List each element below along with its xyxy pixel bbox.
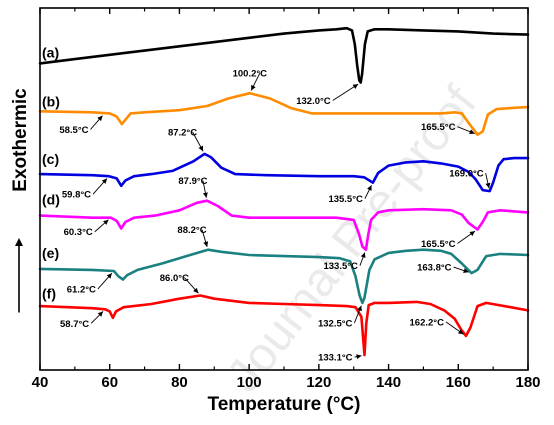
peak-arrow-head [352, 84, 359, 89]
peak-label: 86.0°C [160, 273, 189, 284]
peak-label: 133.5°C [323, 261, 358, 272]
peak-label: 165.5°C [421, 239, 456, 250]
peak-arrow-head [106, 273, 112, 279]
x-tick-label: 100 [237, 374, 262, 391]
peak-label: 132.0°C [296, 96, 331, 107]
peak-arrow-head [463, 268, 469, 273]
peak-label: 59.8°C [62, 190, 91, 201]
x-tick-label: 60 [101, 374, 118, 391]
series-line-d [38, 199, 530, 251]
peak-arrow-head [367, 185, 372, 191]
peak-label: 162.2°C [410, 317, 445, 328]
x-tick-label: 180 [515, 374, 540, 391]
series-line-f [38, 294, 530, 357]
x-tick-label: 160 [446, 374, 471, 391]
peak-arrow-head [469, 129, 475, 135]
curve-label-b: (b) [42, 94, 60, 110]
curve-label-e: (e) [42, 245, 59, 261]
series-line-e [38, 248, 530, 305]
labels-layer: Temperature (°C) Exothermic (a) (b) (c) (d) (e… [10, 45, 491, 415]
x-tick-label: 40 [32, 374, 49, 391]
peak-arrow-head [193, 287, 199, 294]
peak-label: 61.2°C [67, 284, 96, 295]
peak-label: 60.3°C [64, 227, 93, 238]
peak-arrow-head [469, 231, 475, 237]
peak-arrow-head [360, 252, 366, 259]
x-tick-label: 120 [306, 374, 331, 391]
curve-label-a: (a) [42, 45, 59, 61]
series-line-a [38, 26, 530, 84]
peak-label: 169.0°C [449, 169, 484, 180]
curve-label-d: (d) [42, 192, 60, 208]
peak-label: 58.5°C [59, 125, 88, 136]
peak-arrow-head [356, 354, 362, 360]
peak-label: 87.2°C [168, 127, 197, 138]
x-tick-label: 140 [376, 374, 401, 391]
peak-label: 88.2°C [177, 225, 206, 236]
peak-label: 87.9°C [178, 176, 207, 187]
peak-arrow-head [101, 178, 108, 184]
peak-arrow-head [97, 115, 103, 122]
peak-arrow-head [251, 84, 256, 91]
peak-arrow-head [198, 145, 204, 152]
y-axis-title: Exothermic [10, 88, 31, 192]
peak-arrow-head [457, 329, 464, 335]
peak-label: 58.7°C [60, 319, 89, 330]
peak-label: 133.1°C [318, 353, 353, 364]
peak-arrow [332, 83, 359, 101]
peak-label: 165.5°C [421, 122, 456, 133]
series-line-c [38, 152, 530, 193]
peak-arrow-head [203, 241, 209, 247]
peak-label: 135.5°C [328, 194, 363, 205]
peak-arrow-head [357, 305, 362, 312]
curve-label-c: (c) [42, 151, 59, 167]
x-axis-title: Temperature (°C) [208, 394, 361, 415]
peak-arrow-head [97, 311, 104, 317]
axes-layer: 40 60 80 100 120 140 160 180 [32, 7, 541, 391]
x-tick-label: 80 [171, 374, 188, 391]
peak-arrow-head [485, 182, 491, 189]
peak-label: 132.5°C [318, 318, 353, 329]
peak-label: 100.2°C [233, 69, 268, 80]
y-arrow-head [15, 237, 23, 246]
curves-layer [38, 26, 530, 357]
series-line-b [38, 91, 530, 136]
curve-label-f: (f) [42, 285, 56, 301]
peak-label: 163.8°C [417, 263, 452, 274]
peak-arrow-head [103, 219, 109, 225]
peak-arrow-head [202, 192, 208, 198]
